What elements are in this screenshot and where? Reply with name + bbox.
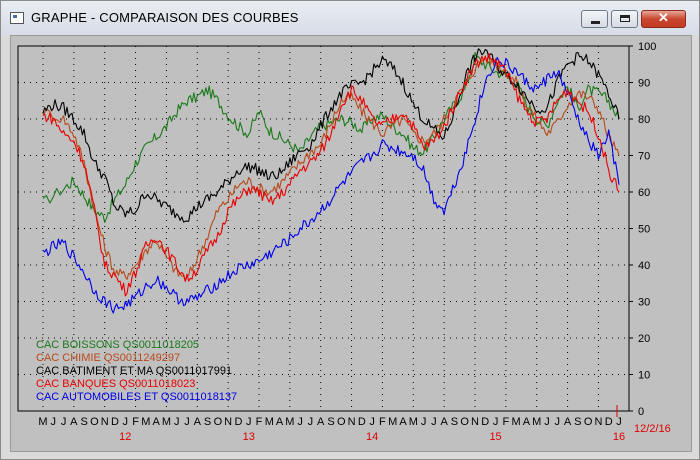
series-line	[42, 56, 620, 314]
y-tick-label: 40	[638, 260, 650, 272]
legend-entry: CAC BATIMENT ET MA QS0011017991	[36, 365, 232, 377]
x-tick-label: O	[214, 416, 223, 428]
series-line	[42, 52, 620, 223]
x-tick-label: J	[421, 416, 427, 428]
x-tick-label: J	[555, 416, 561, 428]
minimize-icon	[591, 21, 600, 24]
x-tick-label: D	[234, 416, 242, 428]
x-tick-label: O	[584, 416, 593, 428]
y-tick-label: 90	[638, 78, 650, 90]
x-tick-label: J	[61, 416, 66, 428]
chart-area: 0 10 20 30 40 50 60 70 80 90 100 M J J A S O N D J F M A M J J A S O…	[10, 35, 692, 452]
year-label: 12	[119, 431, 131, 443]
legend-entry: CAC AUTOMOBILES ET QS0011018137	[36, 391, 237, 403]
x-tick-label: N	[101, 416, 109, 428]
x-tick-label: M	[512, 416, 521, 428]
x-tick-label: S	[451, 416, 458, 428]
x-tick-label: N	[594, 416, 602, 428]
x-tick-label: S	[80, 416, 87, 428]
year-label: 16	[613, 431, 625, 443]
minimize-button[interactable]	[581, 10, 608, 28]
window-title: GRAPHE - COMPARAISON DES COURBES	[31, 10, 299, 25]
x-tick-label: J	[51, 416, 57, 428]
x-tick-label: D	[111, 416, 119, 428]
maximize-button[interactable]	[611, 10, 638, 28]
x-tick-label: N	[348, 416, 356, 428]
x-tick-label: A	[152, 416, 160, 428]
series-line	[42, 53, 620, 282]
x-tick-label: M	[532, 416, 541, 428]
y-tick-label: 80	[638, 114, 650, 126]
legend-entry: CAC BOISSONS QS0011018205	[36, 339, 199, 351]
x-tick-label: M	[38, 416, 47, 428]
close-button[interactable]: ✕	[641, 10, 686, 28]
x-tick-label: J	[308, 416, 314, 428]
x-tick-label: N	[224, 416, 232, 428]
x-tick-label: M	[409, 416, 418, 428]
x-tick-label: M	[388, 416, 397, 428]
y-tick-label: 0	[638, 406, 644, 418]
year-label: 14	[366, 431, 378, 443]
x-tick-label: F	[379, 416, 386, 428]
title-bar[interactable]: GRAPHE - COMPARAISON DES COURBES ✕	[1, 1, 699, 35]
x-tick-label: A	[194, 416, 202, 428]
y-tick-label: 20	[638, 333, 650, 345]
x-tick-label: J	[246, 416, 252, 428]
year-label: 15	[489, 431, 501, 443]
y-tick-label: 30	[638, 297, 650, 309]
app-icon[interactable]	[10, 12, 24, 24]
x-tick-label: A	[440, 416, 448, 428]
x-tick-label: M	[162, 416, 171, 428]
x-tick-label: J	[616, 416, 622, 428]
x-tick-label: S	[204, 416, 211, 428]
y-tick-label: 50	[638, 224, 650, 236]
x-tick-label: F	[502, 416, 509, 428]
x-tick-label: A	[70, 416, 78, 428]
x-tick-label: A	[276, 416, 284, 428]
year-label: 13	[243, 431, 255, 443]
x-tick-label: J	[184, 416, 190, 428]
x-tick-label: D	[605, 416, 613, 428]
y-tick-label: 60	[638, 187, 650, 199]
x-tick-label: A	[399, 416, 407, 428]
x-tick-label: D	[358, 416, 366, 428]
x-tick-label: N	[471, 416, 479, 428]
x-tick-label: A	[564, 416, 572, 428]
x-tick-label: M	[285, 416, 294, 428]
series-line	[42, 52, 620, 297]
x-tick-label: J	[493, 416, 499, 428]
x-tick-label: J	[431, 416, 437, 428]
maximize-icon	[620, 15, 630, 22]
legend-entry: CAC BANQUES QS0011018023	[36, 378, 195, 390]
x-tick-label: M	[141, 416, 150, 428]
x-tick-label: O	[460, 416, 469, 428]
y-tick-label: 10	[638, 370, 650, 382]
x-tick-label: F	[256, 416, 263, 428]
x-tick-label: J	[369, 416, 375, 428]
x-tick-label: J	[174, 416, 180, 428]
series-line	[42, 48, 620, 223]
x-tick-label: S	[327, 416, 334, 428]
x-tick-label: M	[265, 416, 274, 428]
x-tick-label: J	[297, 416, 303, 428]
x-tick-label: O	[337, 416, 346, 428]
x-tick-label: J	[544, 416, 550, 428]
x-tick-label: D	[481, 416, 489, 428]
y-tick-label: 100	[638, 41, 656, 53]
end-date-label: 12/2/16	[634, 423, 671, 435]
x-tick-label: S	[574, 416, 581, 428]
x-tick-label: O	[90, 416, 99, 428]
x-tick-label: A	[317, 416, 325, 428]
x-tick-label: F	[132, 416, 139, 428]
legend-entry: CAC CHIMIE QS0011249297	[36, 352, 180, 364]
y-tick-label: 70	[638, 151, 650, 163]
x-tick-label: A	[523, 416, 531, 428]
close-icon: ✕	[658, 10, 669, 25]
x-tick-label: J	[123, 416, 128, 428]
